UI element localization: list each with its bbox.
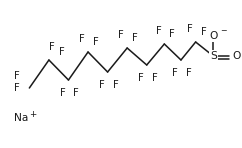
Text: F: F (79, 34, 85, 44)
Text: S: S (210, 51, 217, 61)
Text: F: F (93, 37, 99, 47)
Text: F: F (14, 71, 20, 81)
Text: O: O (209, 31, 217, 41)
Text: F: F (118, 30, 124, 40)
Text: F: F (187, 24, 193, 34)
Text: F: F (152, 73, 158, 83)
Text: F: F (201, 27, 206, 37)
Text: O: O (233, 51, 241, 61)
Text: F: F (49, 42, 55, 52)
Text: F: F (186, 68, 192, 78)
Text: F: F (99, 80, 105, 90)
Text: F: F (169, 29, 175, 39)
Text: F: F (172, 68, 178, 78)
Text: F: F (132, 33, 138, 43)
Text: −: − (220, 26, 227, 36)
Text: F: F (14, 83, 20, 93)
Text: Na: Na (14, 113, 28, 123)
Text: +: + (29, 110, 37, 119)
Text: F: F (73, 88, 79, 98)
Text: F: F (59, 47, 65, 57)
Text: F: F (138, 73, 144, 83)
Text: F: F (156, 26, 161, 36)
Text: F: F (113, 80, 118, 90)
Text: F: F (60, 88, 66, 98)
